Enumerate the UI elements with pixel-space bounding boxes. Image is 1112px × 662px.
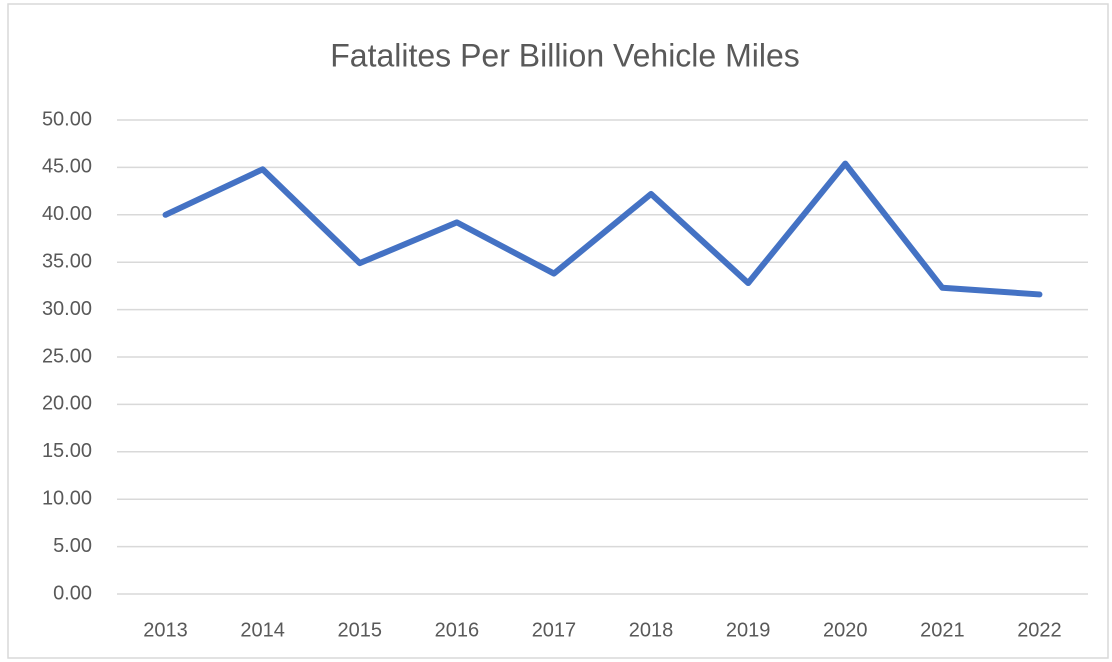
data-line [162, 160, 1043, 298]
y-tick-label: 0.00 [53, 582, 92, 604]
x-tick-label: 2015 [338, 619, 383, 641]
y-tick-label: 5.00 [53, 535, 92, 557]
chart-frame [7, 3, 1109, 659]
y-tick-label: 30.00 [42, 298, 92, 320]
y-tick-label: 25.00 [42, 345, 92, 367]
x-tick-label: 2021 [920, 619, 965, 641]
x-tick-label: 2019 [726, 619, 771, 641]
y-tick-label: 10.00 [42, 487, 92, 509]
x-tick-label: 2020 [823, 619, 868, 641]
y-tick-label: 50.00 [42, 108, 92, 130]
chart-title: Fatalites Per Billion Vehicle Miles [330, 37, 800, 73]
x-tick-label: 2018 [629, 619, 674, 641]
y-tick-label: 15.00 [42, 440, 92, 462]
x-tick-label: 2022 [1017, 619, 1062, 641]
x-tick-label: 2014 [240, 619, 285, 641]
y-tick-label: 40.00 [42, 203, 92, 225]
x-tick-label: 2016 [435, 619, 480, 641]
x-tick-label: 2017 [532, 619, 577, 641]
x-tick-label: 2013 [143, 619, 188, 641]
y-tick-label: 45.00 [42, 156, 92, 178]
y-tick-label: 20.00 [42, 393, 92, 415]
y-tick-label: 35.00 [42, 250, 92, 272]
